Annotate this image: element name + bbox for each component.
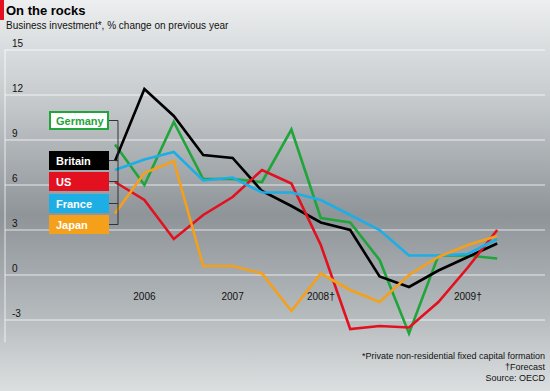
legend-swatch	[50, 112, 108, 129]
series-line	[115, 170, 497, 329]
series-line	[115, 122, 497, 334]
legend-bracket	[118, 121, 119, 225]
x-tick-label: 2006	[133, 291, 156, 302]
grid-line	[5, 50, 545, 51]
legend-bracket	[108, 224, 118, 225]
legend-bracket	[108, 120, 118, 121]
footnote: *Private non-residential fixed capital f…	[362, 351, 545, 361]
footnote: †Forecast	[505, 362, 546, 372]
y-tick-label: 15	[12, 38, 24, 49]
series-line	[115, 161, 497, 311]
y-tick-label: 9	[12, 128, 18, 139]
grid-line	[5, 320, 545, 321]
grid-line	[5, 95, 545, 96]
grid-line	[5, 140, 545, 141]
legend-label: France	[56, 198, 92, 210]
series-line	[115, 152, 497, 256]
x-tick-label: 2007	[221, 291, 244, 302]
legend-label: Britain	[56, 155, 91, 167]
chart: On the rocks Business investment*, % chan…	[0, 0, 550, 391]
x-tick-label: 2008†	[307, 291, 335, 302]
grid-line	[5, 275, 545, 276]
y-tick-label: -3	[12, 308, 21, 319]
footnote: Source: OECD	[485, 373, 545, 383]
title: On the rocks	[6, 3, 85, 18]
legend-swatch	[50, 216, 108, 233]
legend-label: Japan	[56, 219, 88, 231]
legend-label: Germany	[56, 115, 105, 127]
legend-label: US	[56, 176, 71, 188]
y-tick-label: 12	[12, 83, 24, 94]
legend-swatch	[50, 195, 108, 212]
background	[0, 0, 550, 391]
legend-bracket	[108, 160, 118, 161]
y-tick-label: 6	[12, 173, 18, 184]
y-tick-label: 3	[12, 218, 18, 229]
legend-bracket	[108, 181, 118, 182]
lines	[115, 89, 497, 334]
subtitle: Business investment*, % change on previo…	[6, 20, 229, 31]
y-tick-label: 0	[12, 263, 18, 274]
x-tick-label: 2009†	[454, 291, 482, 302]
legend-swatch	[50, 173, 108, 190]
y-axis-line	[5, 50, 6, 343]
title-tab	[0, 0, 4, 20]
legend-swatch	[50, 152, 108, 169]
legend-bracket	[108, 203, 118, 204]
